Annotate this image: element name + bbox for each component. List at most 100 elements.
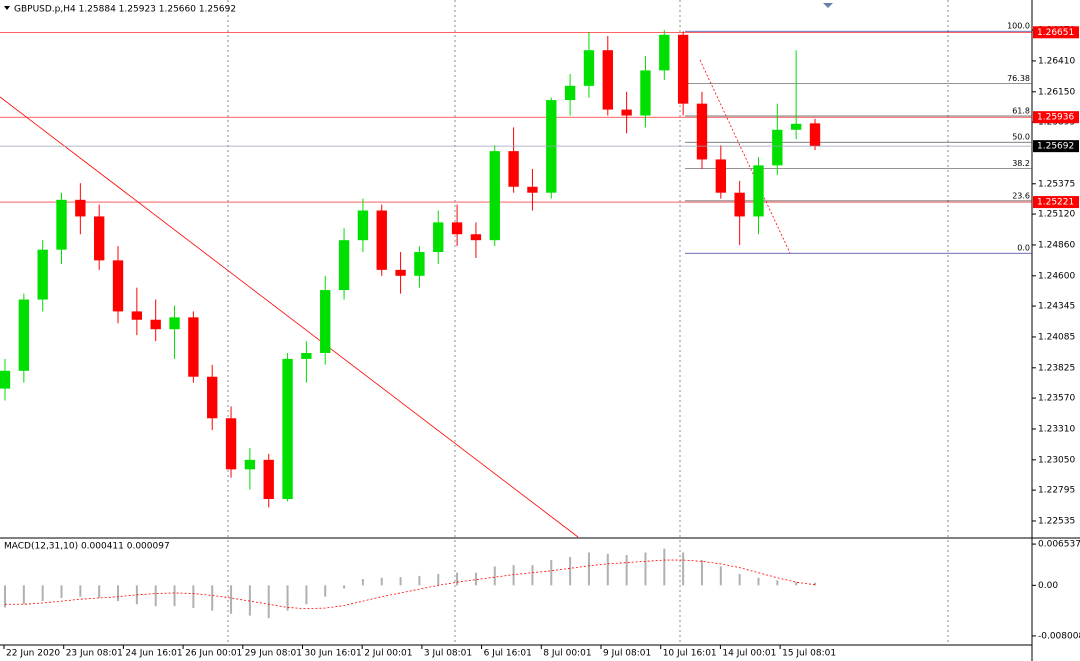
candle-body [489, 151, 500, 241]
candle-body [376, 210, 387, 270]
fib-label: 0.0 [1017, 244, 1030, 253]
macd-bar [814, 582, 816, 586]
x-tick-label: 30 Jun 16:01 [305, 649, 362, 659]
macd-bar [531, 565, 534, 586]
macd-bar [493, 566, 496, 586]
menu-arrow [4, 6, 10, 10]
candle-body [131, 311, 143, 320]
candle-body [301, 352, 312, 359]
y-tick-label: 1.26150 [1038, 87, 1075, 97]
candle-body [150, 319, 161, 330]
candle-body [734, 192, 745, 217]
macd-bar [343, 585, 346, 589]
macd-bar [173, 585, 176, 607]
candle-body [37, 249, 48, 300]
fib-label: 76.38 [1007, 74, 1030, 83]
x-tick-label: 26 Jun 00:01 [185, 649, 242, 659]
macd-bar [569, 556, 572, 586]
macd-bar [795, 582, 798, 586]
macd-bar [324, 585, 327, 597]
candle-body [772, 129, 783, 166]
macd-y-tick-label: -0.008008 [1038, 631, 1080, 641]
x-tick-label: 9 Jul 08:01 [603, 649, 651, 659]
candle-body [320, 290, 331, 353]
y-tick-label: 1.22795 [1038, 486, 1075, 496]
macd-bar [456, 572, 459, 586]
price-box-label: 1.25221 [1037, 198, 1074, 208]
macd-bar [587, 552, 590, 586]
candle-body [564, 85, 576, 101]
x-tick-label: 22 Jun 2020 [6, 649, 60, 659]
current-price-box [1033, 140, 1079, 153]
macd-bar [79, 585, 82, 597]
macd-bar [248, 585, 251, 616]
trend-line [0, 96, 579, 538]
x-tick-label: 8 Jul 00:01 [543, 649, 591, 659]
candle-body [244, 459, 256, 470]
x-tick-label: 3 Jul 08:01 [424, 649, 472, 659]
macd-bar [512, 565, 515, 586]
y-tick-label: 1.24600 [1038, 271, 1075, 281]
y-tick-label: 1.23310 [1038, 424, 1075, 434]
candle-body [583, 50, 595, 86]
x-tick-label: 23 Jun 08:01 [66, 649, 123, 659]
macd-y-tick-label: 0.006537 [1038, 540, 1080, 550]
candle-body [225, 418, 237, 470]
macd-signal [5, 559, 816, 610]
macd-bar [682, 552, 685, 586]
candle-body [56, 199, 67, 250]
macd-bar [625, 555, 628, 586]
fib-label: 23.6 [1012, 191, 1030, 200]
price-box-label: 1.25936 [1037, 113, 1074, 123]
candle-body [659, 34, 670, 71]
candle-body [338, 240, 350, 291]
macd-bar [380, 577, 383, 586]
macd-bar [267, 585, 270, 619]
macd-bar [286, 585, 289, 611]
macd-bar [474, 572, 477, 586]
y-tick-label: 1.23050 [1038, 455, 1075, 465]
fib-label: 61.8 [1012, 107, 1030, 116]
candle-body [282, 358, 293, 500]
y-tick-label: 1.25120 [1038, 210, 1075, 220]
candle-body [112, 260, 124, 312]
macd-title: MACD(12,31,10) 0.000411 0.000097 [4, 542, 170, 552]
candle-body [753, 165, 764, 217]
macd-bar [60, 585, 63, 598]
y-tick-label: 1.25375 [1038, 179, 1075, 189]
candle-body [188, 317, 199, 377]
macd-bar [606, 553, 609, 586]
y-tick-label: 1.24085 [1038, 332, 1075, 342]
price-box [1033, 111, 1079, 124]
candle-body [470, 234, 482, 241]
candle-body [527, 186, 538, 193]
y-tick-label: 1.24345 [1038, 302, 1075, 312]
candle-body [508, 151, 519, 187]
candle-body [640, 70, 651, 116]
candle-body [677, 34, 689, 104]
candle-body [621, 109, 632, 116]
macd-bar [4, 585, 6, 608]
x-tick-label: 14 Jul 00:01 [722, 649, 776, 659]
macd-bar [41, 585, 44, 602]
price-box [1033, 26, 1079, 39]
y-tick-label: 1.26410 [1038, 56, 1075, 66]
macd-bar [437, 573, 440, 586]
x-tick-label: 15 Jul 08:01 [782, 649, 836, 659]
candle-body [433, 222, 444, 253]
macd-bar [230, 585, 233, 614]
macd-bar [305, 585, 308, 605]
candle-body [451, 222, 463, 235]
x-tick-label: 29 Jun 08:01 [245, 649, 302, 659]
macd-bar [117, 585, 120, 602]
y-tick-label: 1.23825 [1038, 363, 1075, 373]
macd-bar [211, 585, 214, 611]
fib-label: 100.0 [1007, 22, 1030, 31]
fib-label: 38.2 [1012, 159, 1030, 168]
candle-body [414, 252, 425, 276]
y-tick-label: 1.24860 [1038, 240, 1075, 250]
macd-bar [418, 575, 421, 586]
x-tick-label: 10 Jul 16:01 [663, 649, 717, 659]
macd-bar [192, 585, 195, 609]
